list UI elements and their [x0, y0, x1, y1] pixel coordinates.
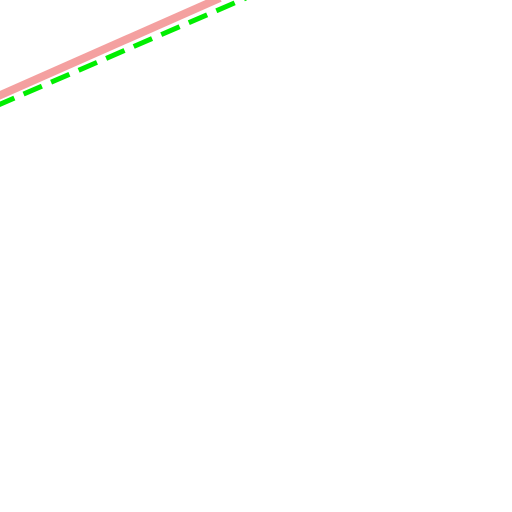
solid-line: [0, 0, 222, 100]
dashed-line: [0, 0, 247, 107]
